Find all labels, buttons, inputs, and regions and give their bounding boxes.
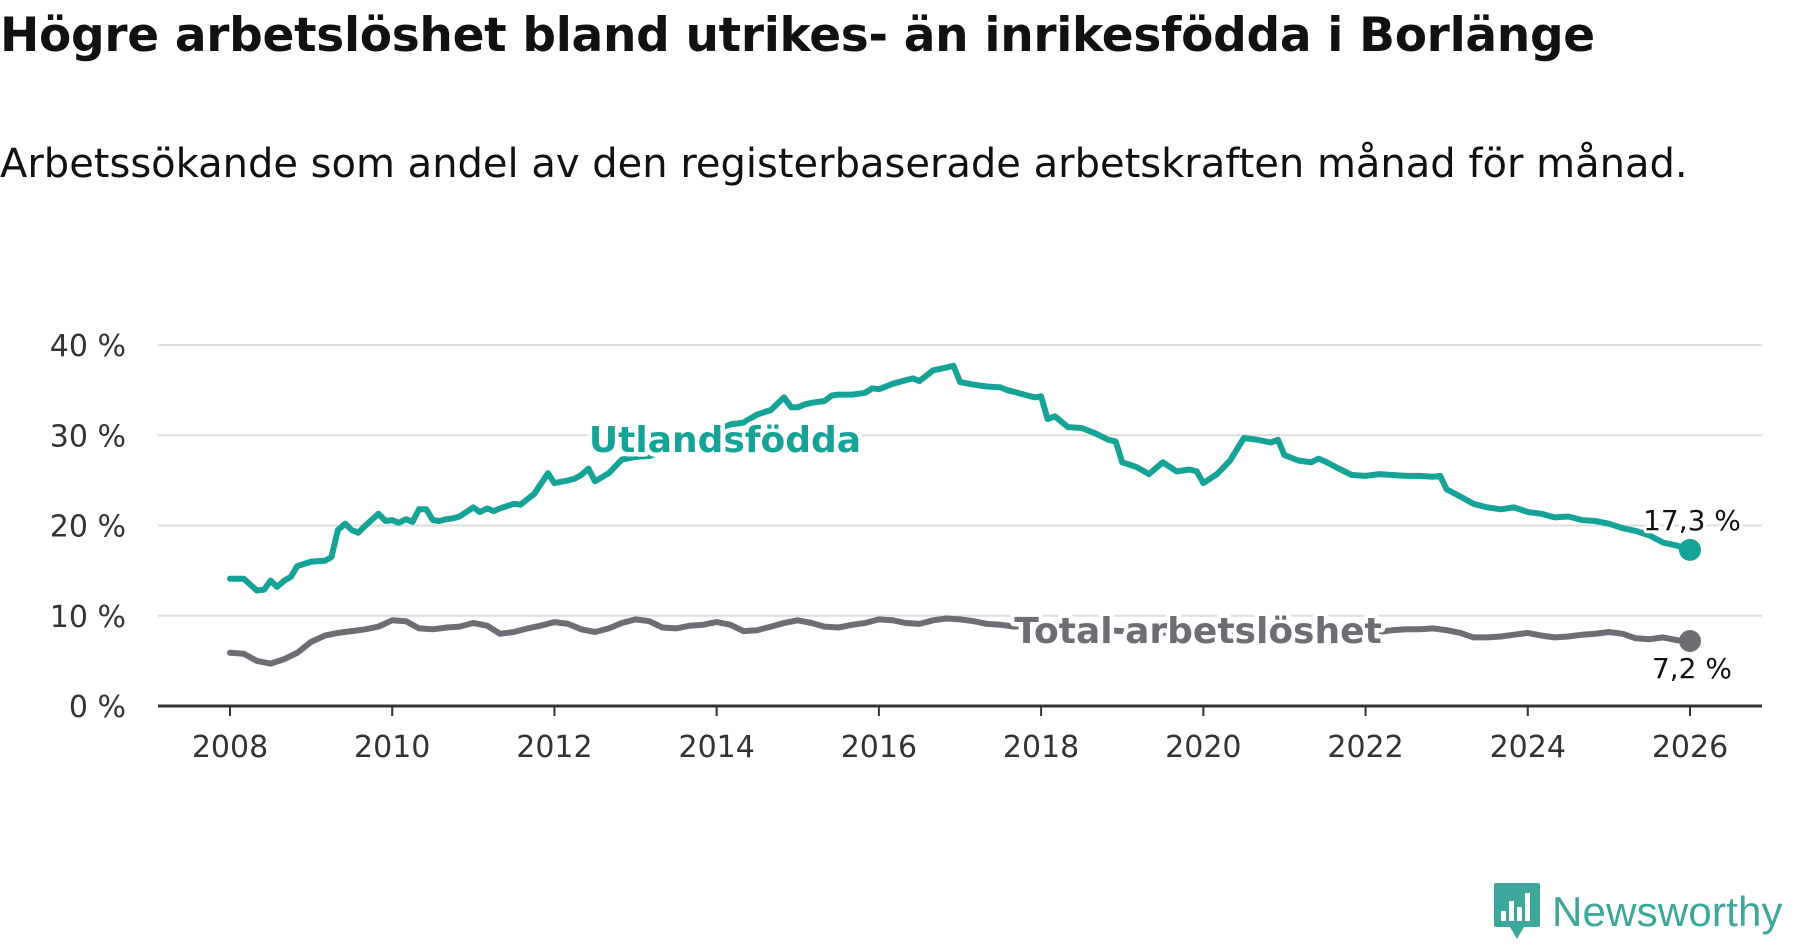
series-line-1 bbox=[227, 615, 1693, 667]
series-labels: Utlandsfödda 17,3 % Total arbetslöshet 7,2 … bbox=[584, 416, 1744, 689]
x-tick-label: 2016 bbox=[841, 730, 917, 765]
x-tick-label: 2026 bbox=[1652, 730, 1728, 765]
x-tick-label: 2018 bbox=[1003, 730, 1079, 765]
series-end-point-0 bbox=[1679, 538, 1701, 561]
series-label-1: Total arbetslöshet bbox=[1014, 611, 1382, 652]
gridlines bbox=[158, 344, 1762, 617]
series-line-0 bbox=[227, 362, 1693, 594]
y-tick-label: 10 % bbox=[50, 600, 126, 635]
end-value-label-0: 17,3 % bbox=[1643, 504, 1741, 537]
x-tick-label: 2008 bbox=[192, 730, 268, 765]
chart-subtitle: Arbetssökande som andel av den registerb… bbox=[0, 141, 1688, 187]
x-tick-label: 2020 bbox=[1165, 730, 1241, 765]
series-end-point-1 bbox=[1679, 630, 1701, 653]
y-tick-label: 20 % bbox=[50, 510, 126, 545]
x-tick-label: 2024 bbox=[1490, 730, 1566, 765]
chart-title: Högre arbetslöshet bland utrikes- än inr… bbox=[0, 8, 1595, 63]
series-lines bbox=[227, 362, 1701, 667]
x-tick-label: 2010 bbox=[354, 730, 430, 765]
end-value-label-1: 7,2 % bbox=[1652, 652, 1732, 685]
y-tick-label: 0 % bbox=[69, 690, 126, 725]
x-tick-label: 2022 bbox=[1327, 730, 1403, 765]
y-tick-label: 40 % bbox=[50, 329, 126, 364]
newsworthy-logo: Newsworthy bbox=[1492, 880, 1783, 944]
y-tick-label: 30 % bbox=[50, 419, 126, 454]
x-tick-label: 2014 bbox=[678, 730, 754, 765]
brand-name: Newsworthy bbox=[1552, 888, 1783, 935]
bar-chart-icon bbox=[1494, 883, 1540, 939]
x-tick-label: 2012 bbox=[516, 730, 592, 765]
series-label-0: Utlandsfödda bbox=[589, 420, 861, 461]
axes: 0 % 10 % 20 % 30 % 40 % 2008 2010 2012 2014 2016 2… bbox=[50, 329, 1762, 765]
